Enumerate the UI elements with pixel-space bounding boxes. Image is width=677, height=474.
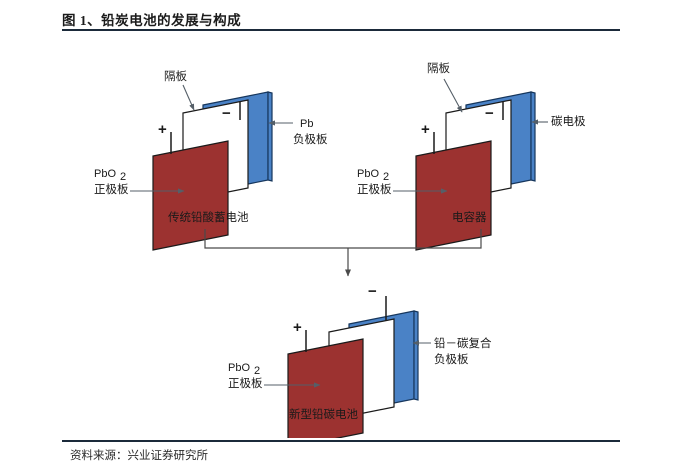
leadcarbon-caption: 新型铅碳电池	[289, 407, 358, 421]
traditional-positive-plate	[152, 140, 229, 251]
capacitor-separator-leader	[443, 78, 463, 113]
title-divider-top	[62, 29, 620, 32]
traditional-negative-label-line1: Pb	[300, 118, 313, 130]
leadcarbon-positive-plate	[287, 338, 364, 438]
traditional-negative-plate-edge	[267, 91, 273, 182]
capacitor-positive-plate	[415, 140, 492, 251]
capacitor-positive-sign: +	[421, 121, 430, 138]
capacitor-positive-label-line2: 正极板	[357, 182, 392, 196]
cell-lead-carbon: + − PbO 2 正极板 铅－碳复合 负极板 新型铅碳电池	[228, 283, 492, 438]
traditional-positive-label-line2: 正极板	[94, 182, 129, 196]
traditional-positive-label-line1: PbO	[94, 168, 116, 180]
traditional-positive-label-sub: 2	[120, 171, 126, 183]
traditional-negative-label-line2: 负极板	[293, 132, 328, 146]
leadcarbon-positive-label-line1: PbO	[228, 362, 250, 374]
capacitor-caption: 电容器	[452, 210, 487, 224]
flow-bracket	[204, 229, 482, 249]
capacitor-positive-label-sub: 2	[383, 171, 389, 183]
capacitor-negative-plate-edge	[530, 91, 536, 182]
leadcarbon-positive-label-line2: 正极板	[228, 376, 263, 390]
cell-capacitor: + − 隔板 PbO 2 正极板 碳电极 电容器	[357, 61, 586, 251]
leadcarbon-positive-sign: +	[293, 319, 302, 336]
leadcarbon-negative-sign: −	[368, 283, 377, 300]
figure-source: 资料来源：兴业证券研究所	[70, 450, 208, 462]
leadcarbon-negative-label-line2: 负极板	[434, 352, 469, 366]
leadcarbon-negative-plate-edge	[413, 310, 419, 401]
flow-connector	[204, 229, 482, 277]
cell-traditional: + − 隔板 PbO 2 正极板 Pb 负极板 传统铅酸蓄电池	[94, 69, 328, 251]
battery-evolution-diagram: + − 隔板 PbO 2 正极板 Pb 负极板 传统铅酸蓄电池	[94, 61, 586, 438]
source-divider-bottom	[62, 440, 620, 443]
capacitor-positive-label-line1: PbO	[357, 168, 379, 180]
leadcarbon-positive-label-sub: 2	[254, 365, 260, 377]
capacitor-separator-label: 隔板	[427, 61, 450, 75]
traditional-separator-leader	[182, 84, 195, 111]
traditional-positive-sign: +	[158, 121, 167, 138]
page-title: 图 1、铅炭电池的发展与构成	[62, 13, 242, 28]
leadcarbon-negative-label-line1: 铅－碳复合	[434, 336, 492, 350]
capacitor-negative-sign: −	[485, 105, 494, 122]
traditional-separator-label: 隔板	[164, 69, 187, 83]
traditional-caption: 传统铅酸蓄电池	[168, 210, 249, 224]
traditional-negative-sign: −	[222, 105, 231, 122]
capacitor-negative-label-line1: 碳电极	[551, 114, 586, 128]
